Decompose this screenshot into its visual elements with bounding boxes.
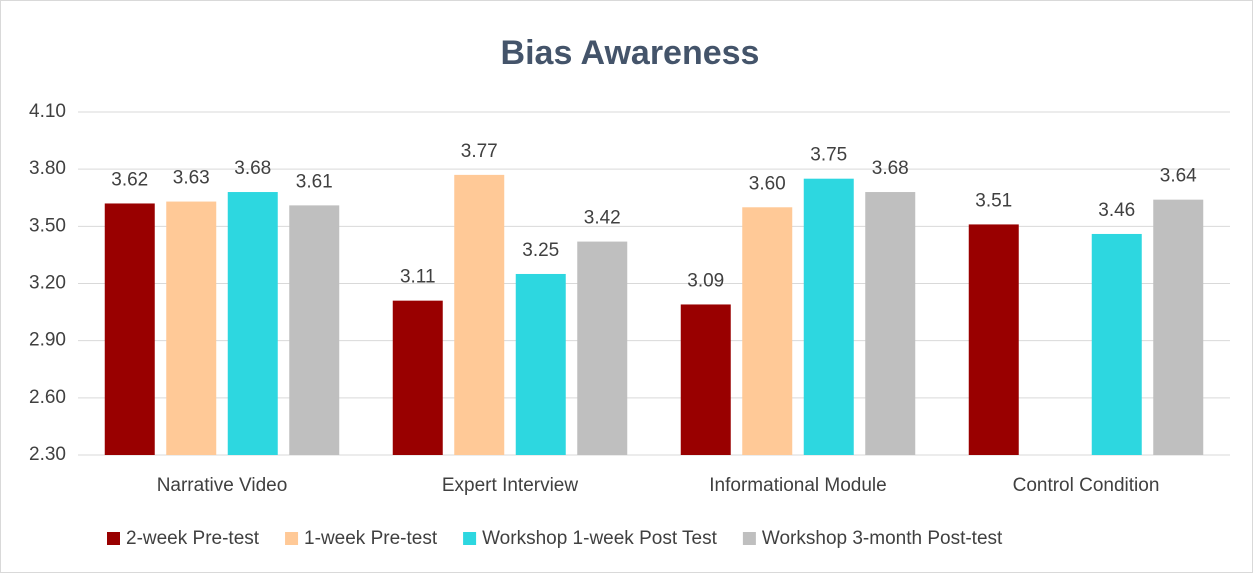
y-tick-label: 2.60 [29,387,66,408]
data-label: 3.61 [296,171,333,192]
bar [968,224,1019,455]
data-label: 3.11 [400,267,436,288]
data-label: 3.64 [1160,166,1197,187]
data-label: 3.62 [111,169,148,190]
bar [577,241,628,455]
data-label: 3.25 [522,240,559,261]
x-tick-label: Narrative Video [157,475,288,496]
bar [1091,233,1142,455]
legend-swatch [742,532,756,545]
bar [392,300,443,455]
legend-label: Workshop 1-week Post Test [482,528,718,549]
bar [865,192,916,456]
bar [1153,199,1204,455]
data-label: 3.68 [872,158,909,179]
data-label: 3.09 [687,270,724,291]
bar [454,174,505,455]
chart-title: Bias Awareness [501,34,760,72]
y-tick-label: 3.50 [29,215,66,236]
legend-label: 1-week Pre-test [304,528,438,549]
data-label: 3.77 [461,141,498,162]
bar [742,207,793,455]
y-tick-label: 3.80 [29,158,66,179]
legend-label: 2-week Pre-test [126,528,260,549]
x-tick-label: Control Condition [1013,475,1160,496]
data-label: 3.75 [810,145,847,166]
bar [680,304,731,455]
bar [803,178,854,455]
bar [289,205,340,455]
legend-swatch [463,532,477,545]
bar [515,273,566,455]
y-tick-label: 2.90 [29,330,66,351]
data-label: 3.68 [234,158,271,179]
y-tick-label: 3.20 [29,273,66,294]
legend-label: Workshop 3-month Post-test [762,528,1003,549]
y-tick-label: 4.10 [29,101,66,122]
y-tick-label: 2.30 [29,444,66,465]
bar [227,192,278,456]
data-label: 3.60 [749,173,786,194]
data-label: 3.42 [584,208,621,229]
x-tick-label: Informational Module [709,475,886,496]
x-tick-label: Expert Interview [442,475,578,496]
bar [166,201,217,455]
data-label: 3.51 [975,190,1012,211]
bar [104,203,155,455]
legend-swatch [107,532,120,545]
legend-swatch [285,532,299,545]
data-label: 3.63 [173,168,210,189]
data-label: 3.46 [1098,200,1135,221]
